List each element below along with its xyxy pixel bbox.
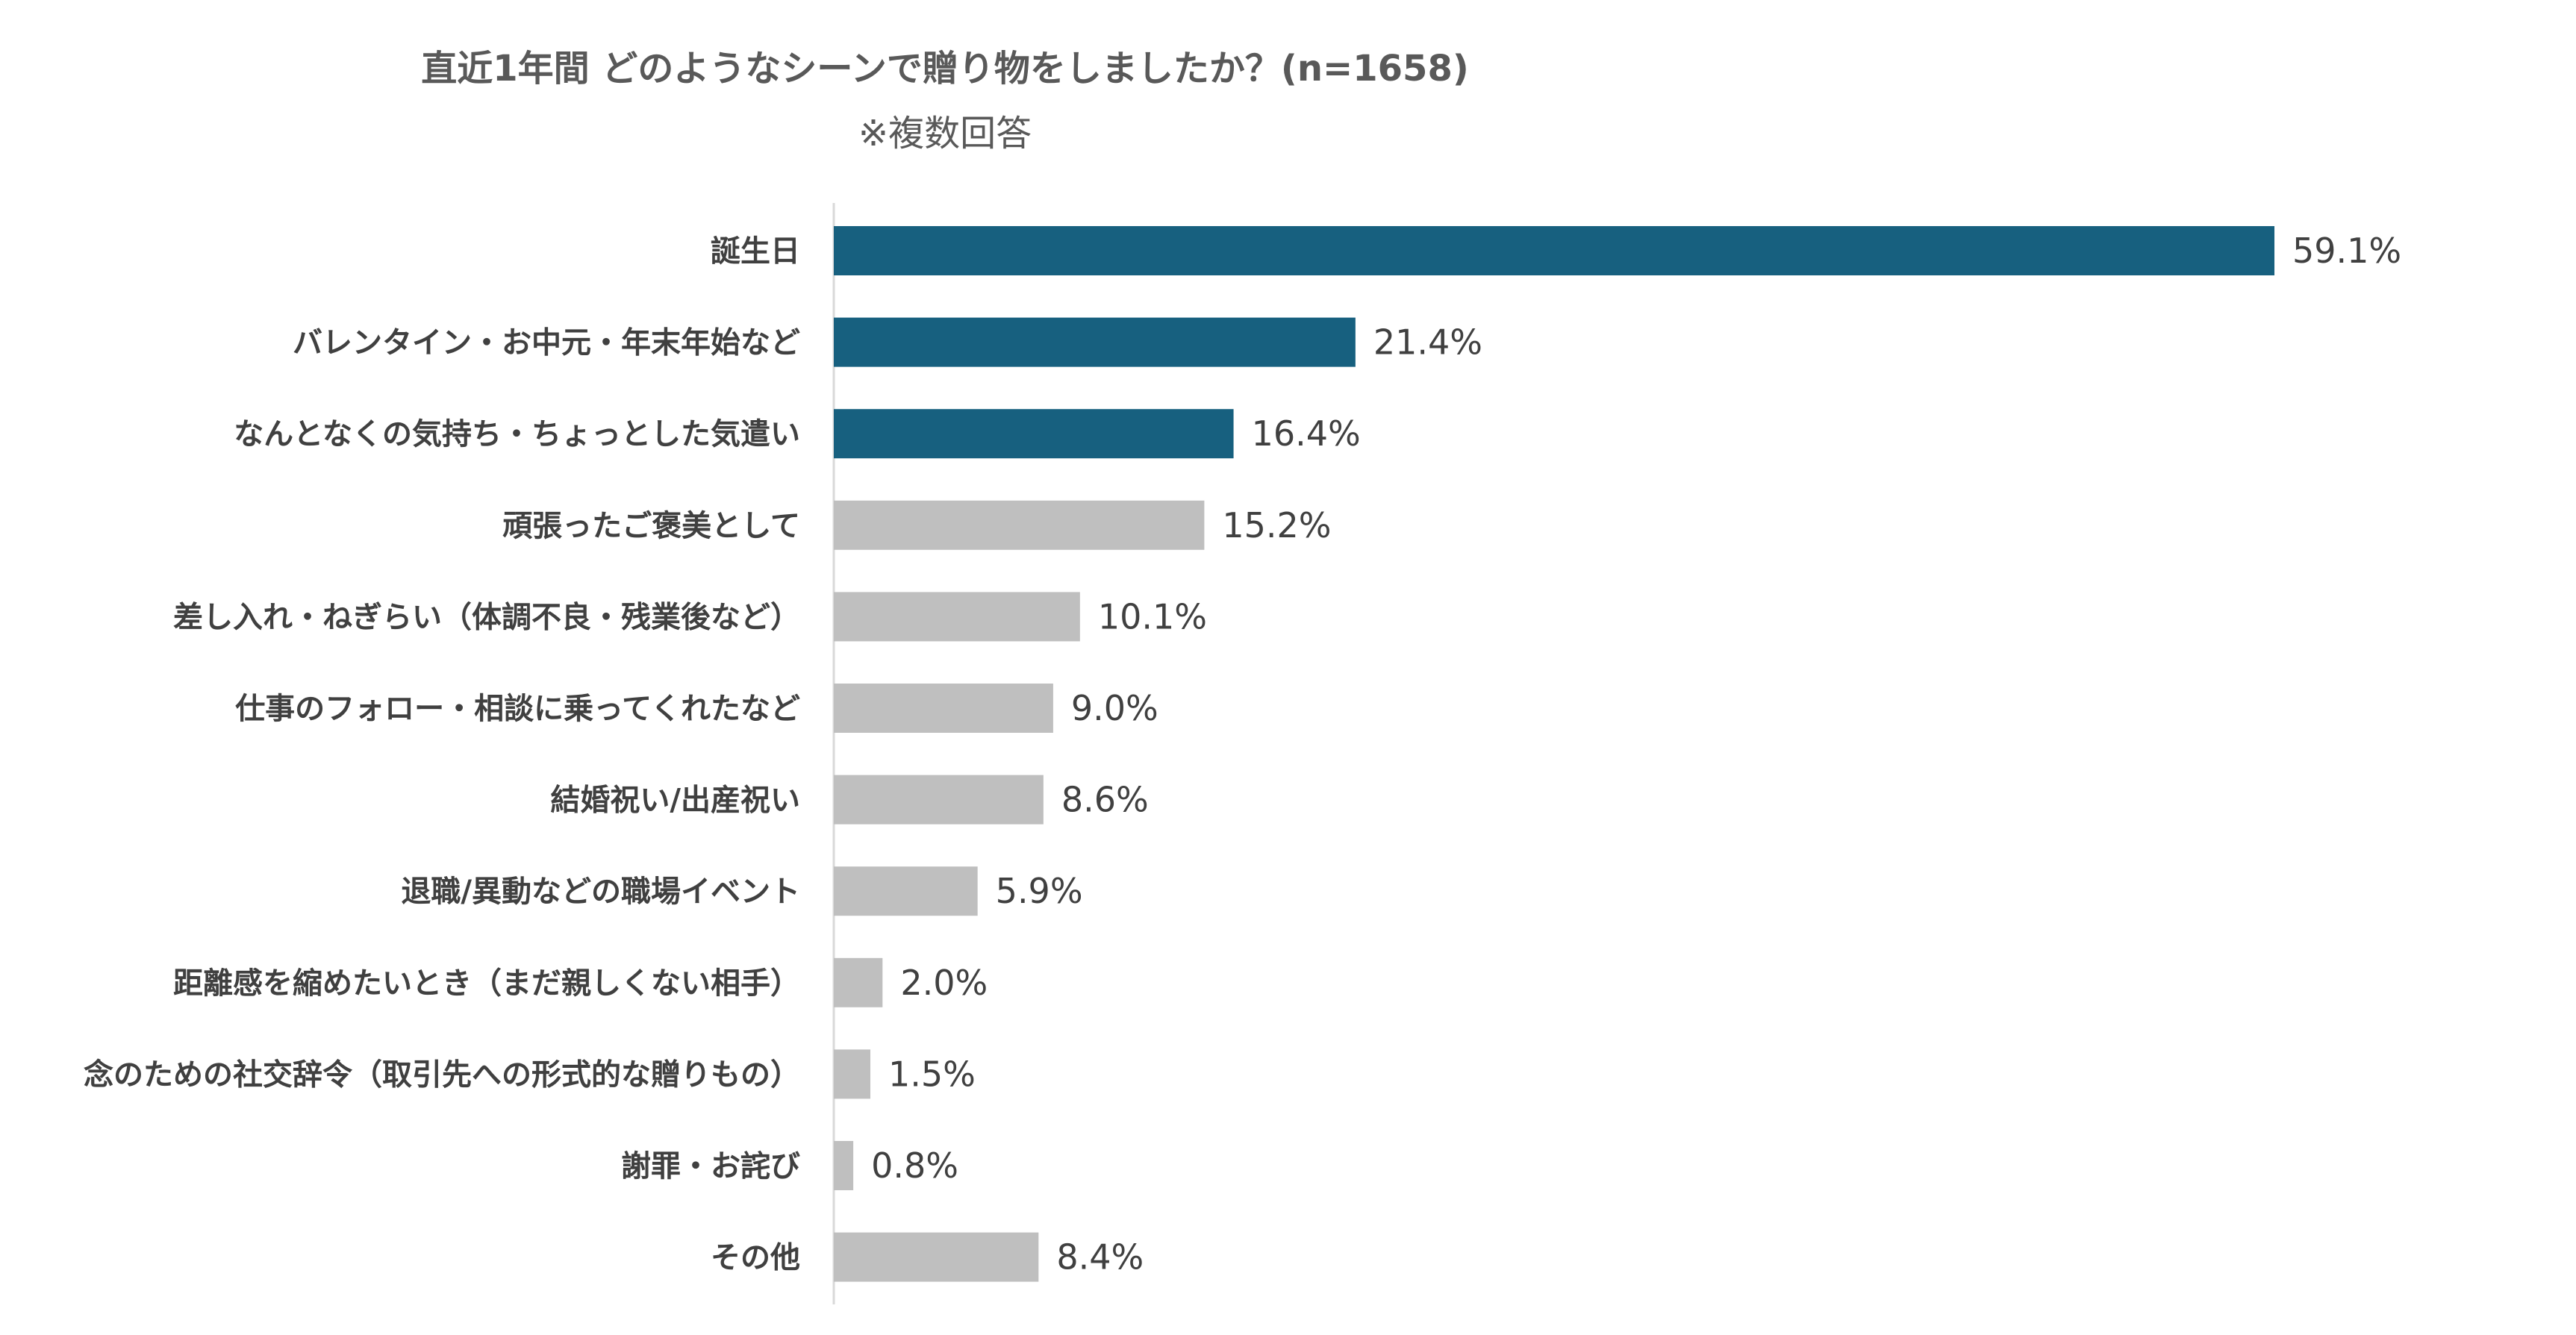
bar [834,775,1044,825]
category-label: バレンタイン・お中元・年末年始など [293,326,800,360]
bars-group: 誕生日 59.1% バレンタイン・お中元・年末年始など 21.4% なんとなくの気持ち・… [84,226,2401,1282]
bar [834,1232,1039,1282]
value-label: 8.4% [1056,1237,1144,1278]
category-label: 差し入れ・ねぎらい（体調不良・残業後など） [173,600,800,634]
category-label: なんとなくの気持ち・ちょっとした気遣い [234,417,800,451]
value-label: 9.0% [1071,688,1158,728]
category-label: 結婚祝い/出産祝い [550,784,800,818]
category-label: 仕事のフォロー・相談に乗ってくれたなど [235,692,800,726]
value-label: 21.4% [1373,322,1482,363]
bar [834,957,883,1007]
value-label: 2.0% [900,963,988,1003]
value-label: 59.1% [2292,231,2401,271]
bar [834,592,1080,642]
bar [834,409,1234,459]
bar [834,226,2274,275]
bar [834,500,1205,550]
value-label: 16.4% [1252,413,1361,454]
value-label: 5.9% [996,871,1083,911]
value-label: 10.1% [1098,596,1207,637]
bar [834,1049,870,1099]
value-label: 15.2% [1222,505,1331,545]
category-label: 誕生日 [711,234,800,269]
value-label: 0.8% [871,1145,958,1186]
bar [834,684,1053,733]
category-label: 謝罪・お詫び [621,1149,800,1184]
category-label: その他 [711,1241,800,1275]
category-label: 念のための社交辞令（取引先への形式的な贈りもの） [84,1057,800,1092]
value-label: 8.6% [1061,780,1149,820]
chart-title: 直近1年間 どのようなシーンで贈り物をしましたか？(n=1658) [421,48,1469,90]
category-label: 退職/異動などの職場イベント [401,875,800,909]
value-label: 1.5% [888,1054,976,1094]
bar [834,866,978,916]
bar [834,317,1356,367]
chart-subtitle: ※複数回答 [858,113,1032,154]
category-label: 頑張ったご褒美として [502,509,800,543]
category-label: 距離感を縮めたいとき（まだ親しくない相手） [173,966,800,1001]
bar [834,1141,854,1190]
